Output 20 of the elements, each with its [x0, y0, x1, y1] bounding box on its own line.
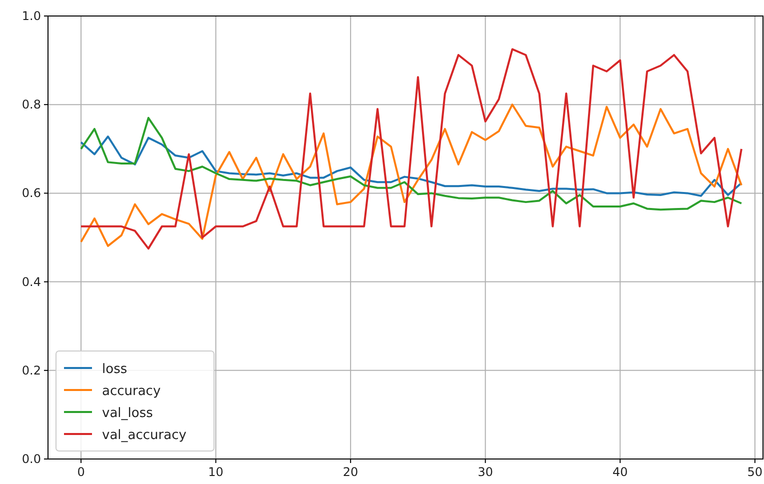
y-tick-label: 1.0 [22, 9, 41, 23]
y-tick-label: 0.2 [22, 363, 41, 378]
line-series [80, 48, 742, 250]
x-tick-label: 20 [342, 465, 358, 479]
line-series [80, 135, 742, 197]
x-tick-label: 40 [612, 465, 628, 479]
line-series [80, 104, 742, 247]
legend-label: val_accuracy [102, 428, 187, 443]
x-tick-label: 0 [77, 465, 85, 479]
legend-label: accuracy [102, 384, 161, 399]
y-tick-label: 0.6 [22, 186, 41, 200]
y-tick-label: 0.8 [22, 98, 41, 112]
y-tick-label: 0.0 [22, 452, 41, 466]
legend-label: val_loss [102, 406, 154, 421]
x-tick-label: 10 [208, 465, 224, 479]
x-tick-label: 50 [747, 465, 763, 479]
line-series [80, 116, 742, 211]
legend-label: loss [102, 362, 128, 377]
x-tick-label: 30 [478, 465, 493, 479]
y-tick-label: 0.4 [22, 274, 41, 289]
